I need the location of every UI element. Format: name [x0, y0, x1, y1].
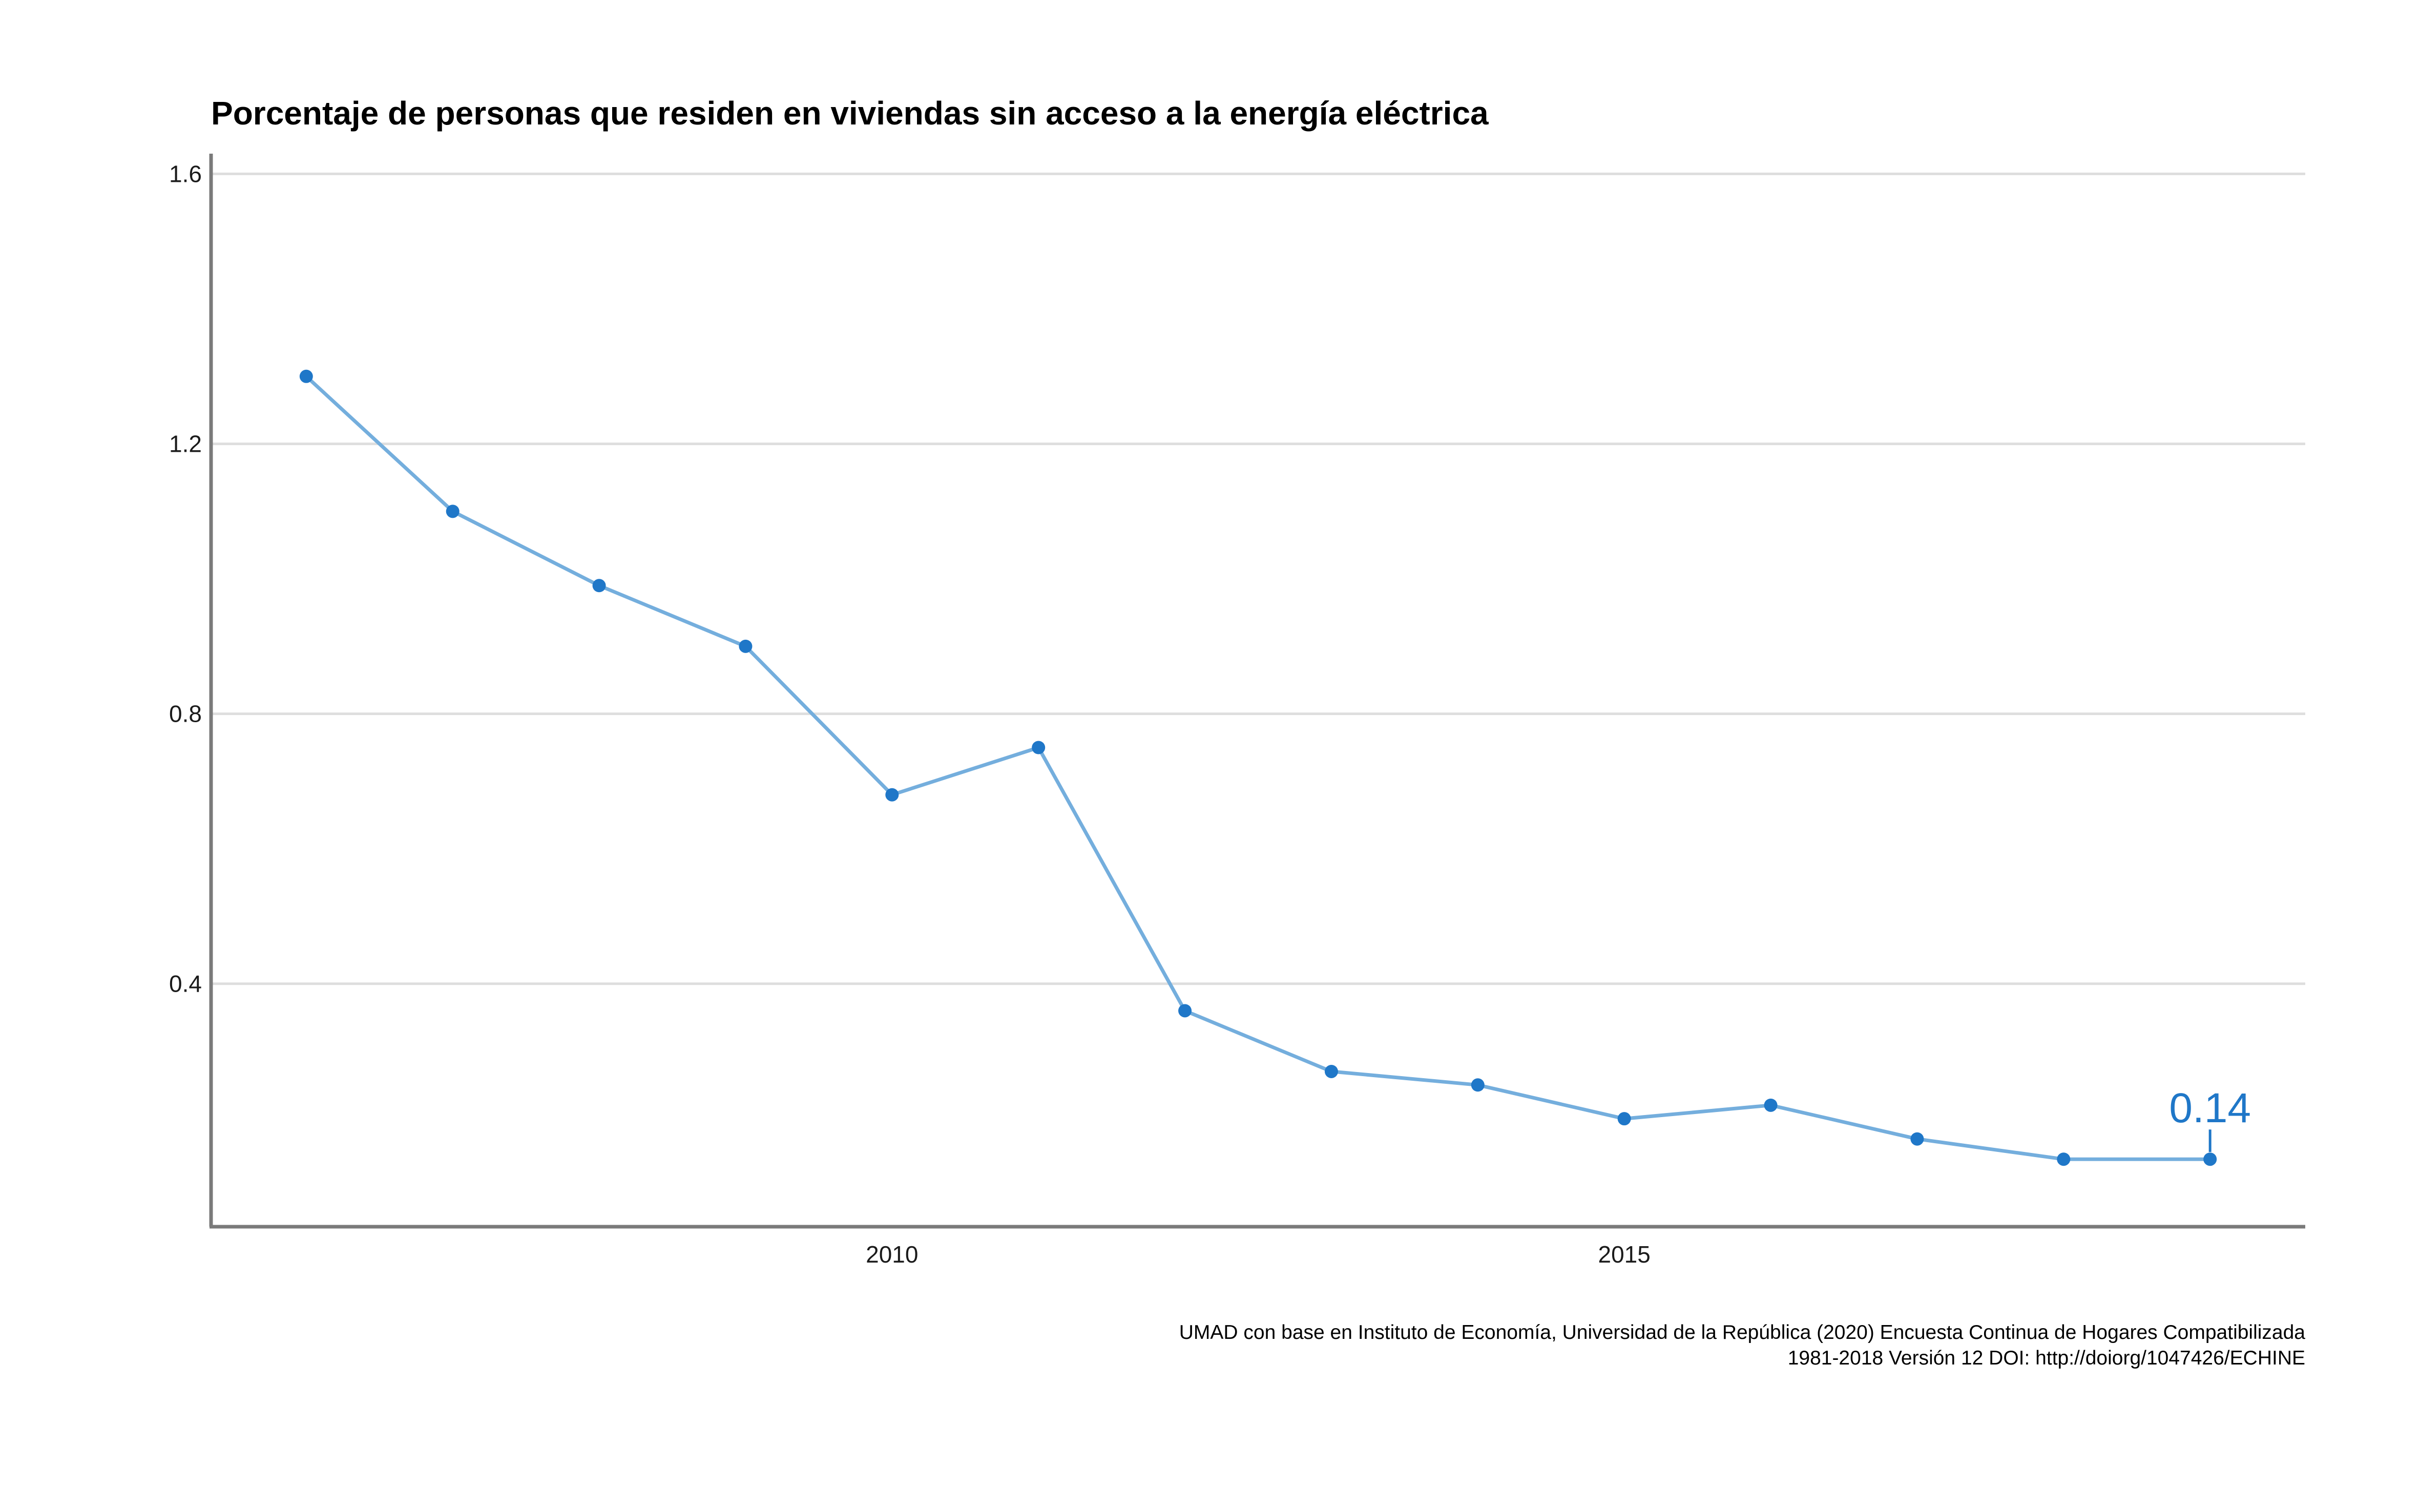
last-value-label: 0.14	[2169, 1085, 2251, 1131]
y-tick-label: 0.8	[169, 701, 202, 727]
data-series	[299, 369, 2217, 1166]
y-tick-label: 1.2	[169, 431, 202, 457]
x-axis-tick-labels: 2010 2015	[866, 1241, 1651, 1268]
data-point	[1032, 741, 1046, 754]
y-tick-label: 0.4	[169, 971, 202, 997]
data-point	[446, 505, 460, 518]
data-point	[1178, 1004, 1192, 1018]
series-line	[304, 374, 2212, 1161]
data-point	[885, 788, 899, 802]
data-point	[2057, 1152, 2071, 1166]
data-point	[1471, 1078, 1485, 1092]
axes	[209, 154, 2305, 1229]
y-tick-label: 1.6	[169, 161, 202, 187]
data-point	[2203, 1152, 2217, 1166]
data-point	[739, 639, 753, 653]
data-point	[1764, 1098, 1778, 1112]
data-point	[1910, 1132, 1924, 1146]
x-tick-label: 2010	[866, 1241, 918, 1268]
last-value-annotation: 0.14	[2169, 1085, 2251, 1152]
chart-title: Porcentaje de personas que residen en vi…	[211, 95, 1489, 132]
y-axis-tick-labels: 0.4 0.8 1.2 1.6	[169, 161, 202, 997]
data-point	[299, 369, 313, 383]
data-point	[1324, 1064, 1338, 1078]
data-point	[1617, 1112, 1631, 1126]
caption-line-1: UMAD con base en Instituto de Economía, …	[1179, 1321, 2306, 1343]
caption-line-2: 1981-2018 Versión 12 DOI: http://doiorg/…	[1788, 1347, 2305, 1369]
gridlines	[211, 173, 2305, 985]
x-tick-label: 2015	[1598, 1241, 1651, 1268]
data-point	[592, 579, 606, 593]
